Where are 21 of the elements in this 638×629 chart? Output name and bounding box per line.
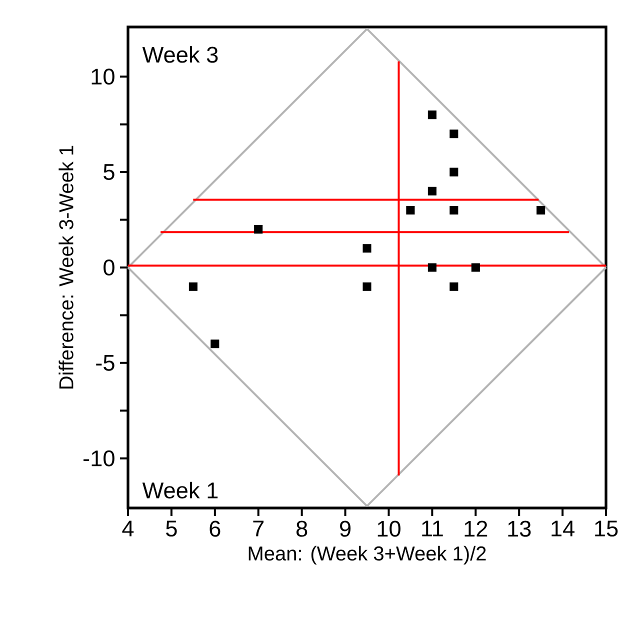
x-tick-label: 8 — [296, 520, 308, 537]
x-tick-label: 11 — [422, 520, 443, 536]
x-tick-label: 12 — [464, 520, 488, 537]
y-tick-label: -5 — [96, 355, 114, 371]
y-tick-label: 10 — [92, 68, 114, 85]
x-tick-label: 4 — [122, 520, 134, 536]
x-tick-label: 7 — [253, 520, 264, 536]
x-axis-title: Mean: (Week 3+Week 1)/2 — [248, 546, 486, 565]
x-tick-label: 5 — [166, 520, 177, 537]
y-tick-label: 5 — [104, 164, 114, 180]
x-tick-label: 9 — [340, 520, 351, 537]
y-axis-title: Difference: Week 3-Week 1 — [58, 146, 74, 389]
x-tick-label: 10 — [378, 520, 400, 537]
x-tick-label: 13 — [508, 520, 531, 537]
x-tick-label: 15 — [595, 520, 618, 537]
annotation: Week 1 — [142, 482, 218, 498]
y-tick-label: -10 — [84, 450, 114, 466]
x-tick-label: 6 — [210, 520, 220, 537]
x-tick-label: 14 — [552, 520, 574, 536]
annotation: Week 3 — [142, 46, 218, 63]
y-tick-label: 0 — [104, 259, 114, 276]
